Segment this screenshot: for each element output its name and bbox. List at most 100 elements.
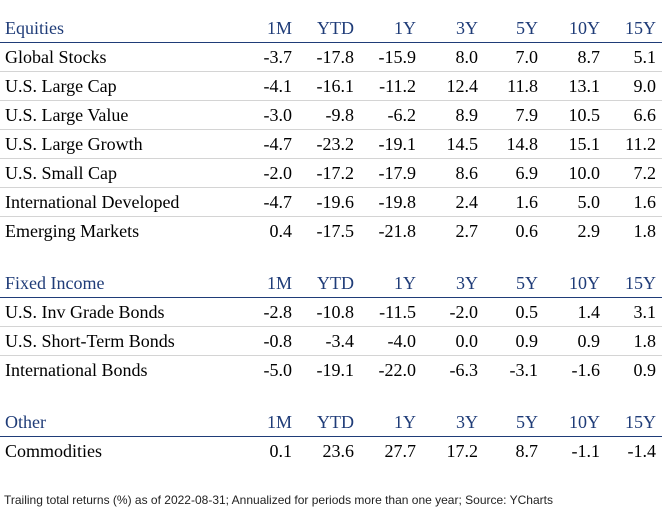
return-value: -16.1 xyxy=(316,76,355,96)
table-row: U.S. Inv Grade Bonds -2.8 -10.8 -11.5 -2.0 0.… xyxy=(0,298,662,327)
column-header: 1Y xyxy=(394,18,416,38)
column-header: 15Y xyxy=(625,273,656,293)
asset-class-label: International Developed xyxy=(5,192,180,212)
return-value: 0.9 xyxy=(577,331,601,351)
return-value: 2.7 xyxy=(455,221,479,241)
return-value: -4.1 xyxy=(263,76,293,96)
return-value: -4.7 xyxy=(263,134,293,154)
return-value: -1.6 xyxy=(571,360,601,380)
return-value: 27.7 xyxy=(384,441,417,461)
return-value: 0.9 xyxy=(515,331,539,351)
return-value: 8.6 xyxy=(455,163,479,183)
return-value: -11.5 xyxy=(379,302,416,322)
return-value: 0.6 xyxy=(515,221,539,241)
return-value: 3.1 xyxy=(633,302,657,322)
column-header: YTD xyxy=(317,273,354,293)
table-row: Commodities 0.1 23.6 27.7 17.2 8.7 -1.1 -1.4 xyxy=(0,437,662,466)
column-header: 1M xyxy=(266,273,292,293)
return-value: -4.0 xyxy=(387,331,417,351)
return-value: 8.9 xyxy=(455,105,479,125)
return-value: 8.7 xyxy=(515,441,539,461)
return-value: 6.9 xyxy=(515,163,539,183)
table-row: U.S. Small Cap -2.0 -17.2 -17.9 8.6 6.9 10.0 7.… xyxy=(0,159,662,188)
return-value: 1.8 xyxy=(633,221,657,241)
asset-class-label: Commodities xyxy=(5,441,103,461)
return-value: -3.4 xyxy=(325,331,355,351)
table-row: U.S. Large Cap -4.1 -16.1 -11.2 12.4 11.8 13.1… xyxy=(0,72,662,101)
return-value: -19.6 xyxy=(316,192,355,212)
return-value: -19.1 xyxy=(316,360,355,380)
return-value: 14.5 xyxy=(446,134,479,154)
column-header: 1M xyxy=(266,18,292,38)
returns-table-body: Equities 1M YTD 1Y 3Y 5Y 10Y 15Y Global Stocks -3… xyxy=(0,14,662,465)
section-spacer xyxy=(0,245,662,269)
return-value: -22.0 xyxy=(378,360,417,380)
return-value: 1.8 xyxy=(633,331,657,351)
asset-class-label: International Bonds xyxy=(5,360,148,380)
return-value: 6.6 xyxy=(633,105,657,125)
returns-table-container: Equities 1M YTD 1Y 3Y 5Y 10Y 15Y Global Stocks -3… xyxy=(0,14,662,465)
asset-class-label: U.S. Inv Grade Bonds xyxy=(5,302,165,322)
column-header: 15Y xyxy=(625,412,656,432)
return-value: 0.9 xyxy=(633,360,657,380)
return-value: 5.0 xyxy=(577,192,601,212)
return-value: -4.7 xyxy=(263,192,293,212)
return-value: -0.8 xyxy=(263,331,293,351)
return-value: 7.0 xyxy=(515,47,539,67)
return-value: 2.4 xyxy=(455,192,479,212)
column-header: 3Y xyxy=(456,18,478,38)
return-value: 1.6 xyxy=(515,192,539,212)
table-row: International Bonds -5.0 -19.1 -22.0 -6.3 -3.… xyxy=(0,356,662,385)
asset-class-label: U.S. Small Cap xyxy=(5,163,118,183)
return-value: 10.0 xyxy=(568,163,601,183)
return-value: -9.8 xyxy=(325,105,355,125)
return-value: -5.0 xyxy=(263,360,293,380)
section-title: Other xyxy=(5,412,46,432)
table-row: Global Stocks -3.7 -17.8 -15.9 8.0 7.0 8.7 5.1 xyxy=(0,43,662,72)
return-value: 0.0 xyxy=(455,331,479,351)
return-value: 7.2 xyxy=(633,163,657,183)
asset-class-label: U.S. Short-Term Bonds xyxy=(5,331,175,351)
asset-class-label: Global Stocks xyxy=(5,47,107,67)
return-value: 23.6 xyxy=(322,441,355,461)
return-value: -3.7 xyxy=(263,47,293,67)
return-value: -11.2 xyxy=(379,76,416,96)
table-row: U.S. Short-Term Bonds -0.8 -3.4 -4.0 0.0 0.9 0… xyxy=(0,327,662,356)
return-value: -3.1 xyxy=(509,360,539,380)
return-value: 1.4 xyxy=(577,302,601,322)
column-header: YTD xyxy=(317,412,354,432)
return-value: -1.1 xyxy=(571,441,601,461)
column-header: 10Y xyxy=(569,273,600,293)
column-header: 1Y xyxy=(394,412,416,432)
return-value: -2.0 xyxy=(449,302,479,322)
return-value: 14.8 xyxy=(506,134,539,154)
return-value: 0.5 xyxy=(515,302,539,322)
footnote: Trailing total returns (%) as of 2022-08… xyxy=(4,493,553,507)
return-value: 10.5 xyxy=(568,105,601,125)
return-value: -17.9 xyxy=(378,163,417,183)
return-value: 5.1 xyxy=(633,47,657,67)
return-value: -10.8 xyxy=(316,302,355,322)
return-value: 11.2 xyxy=(625,134,656,154)
return-value: -6.3 xyxy=(449,360,479,380)
return-value: -6.2 xyxy=(387,105,417,125)
return-value: 1.6 xyxy=(633,192,657,212)
asset-class-label: U.S. Large Cap xyxy=(5,76,117,96)
table-row: International Developed -4.7 -19.6 -19.8 2.4… xyxy=(0,188,662,217)
section-title: Fixed Income xyxy=(5,273,105,293)
return-value: 12.4 xyxy=(446,76,479,96)
column-header: 5Y xyxy=(516,412,538,432)
return-value: -17.8 xyxy=(316,47,355,67)
return-value: 2.9 xyxy=(577,221,601,241)
column-header: 5Y xyxy=(516,18,538,38)
return-value: 13.1 xyxy=(568,76,601,96)
asset-class-label: Emerging Markets xyxy=(5,221,140,241)
column-header: 1Y xyxy=(394,273,416,293)
return-value: 11.8 xyxy=(507,76,538,96)
asset-class-label: U.S. Large Value xyxy=(5,105,129,125)
return-value: -3.0 xyxy=(263,105,293,125)
column-header: 3Y xyxy=(456,412,478,432)
column-header: 5Y xyxy=(516,273,538,293)
return-value: 0.1 xyxy=(269,441,293,461)
return-value: -21.8 xyxy=(378,221,417,241)
